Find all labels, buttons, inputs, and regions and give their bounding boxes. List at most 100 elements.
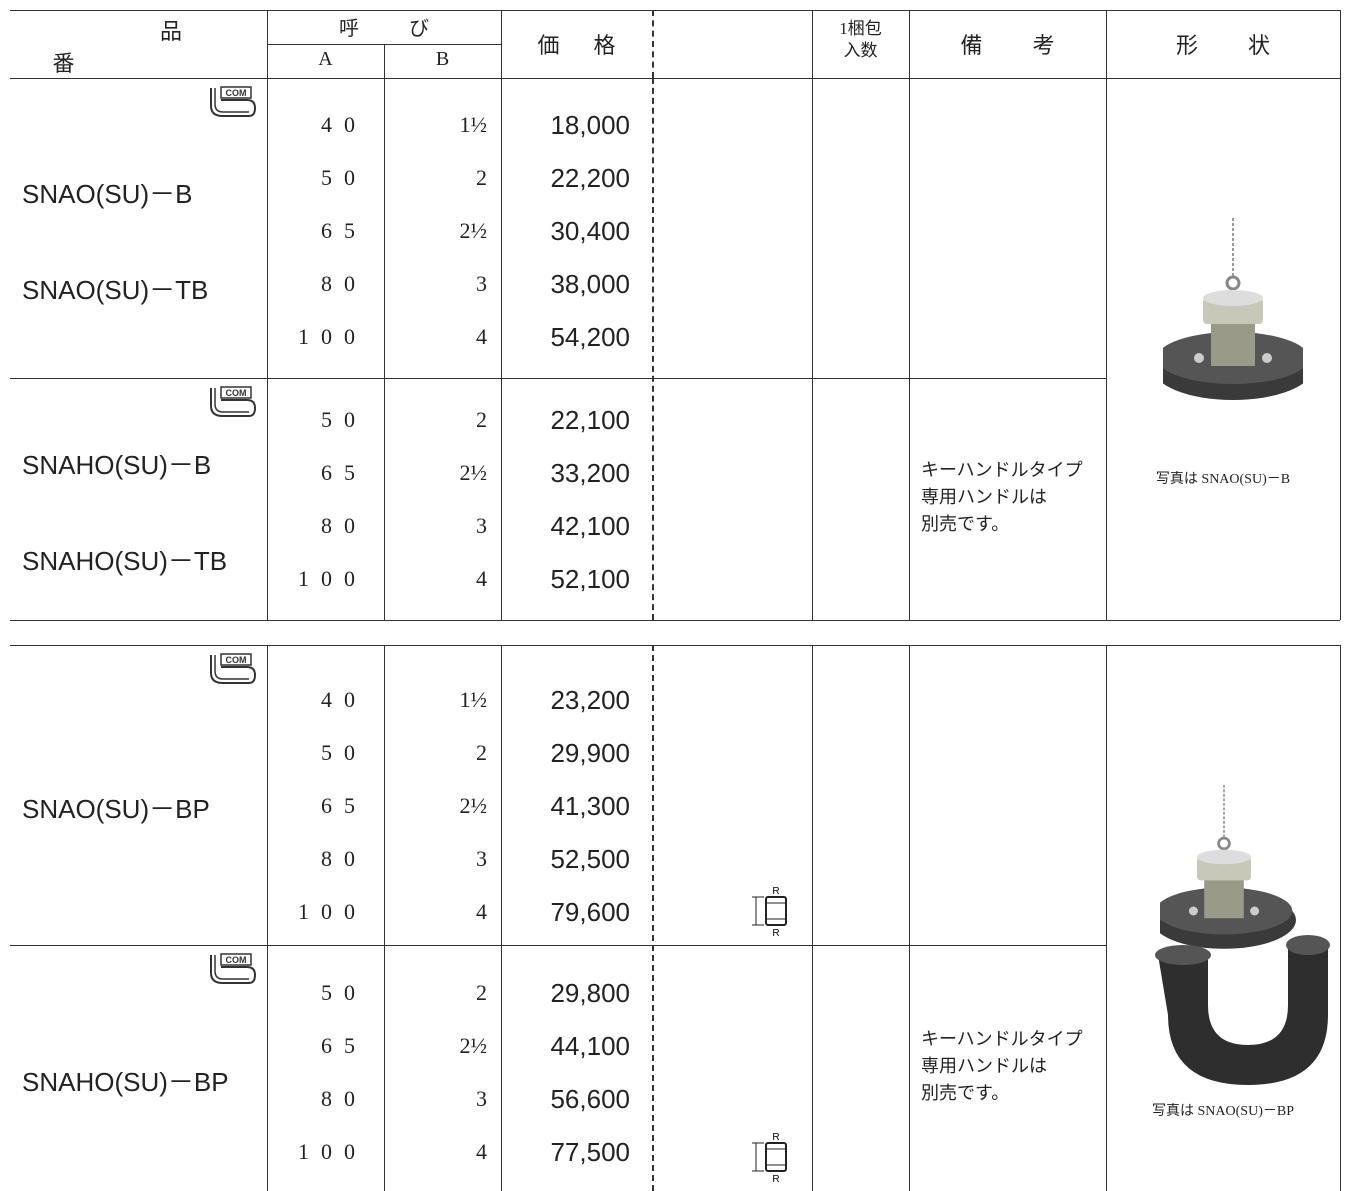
- size-b: 3: [476, 271, 487, 296]
- remarks: キーハンドルタイプ 専用ハンドルは 別売です。: [921, 1029, 1083, 1104]
- size-a: 80: [321, 846, 367, 871]
- remarks: キーハンドルタイプ 専用ハンドルは 別売です。: [921, 460, 1083, 535]
- com-logo: COM: [210, 953, 257, 984]
- com-logo: COM: [210, 86, 257, 117]
- header-shape: 形状: [1175, 33, 1320, 58]
- size-a: 65: [321, 1033, 367, 1058]
- size-b: 2: [476, 980, 487, 1005]
- price: 22,200: [550, 163, 630, 193]
- svg-text:R: R: [772, 1174, 779, 1185]
- rule: [812, 78, 813, 620]
- price: 41,300: [550, 791, 630, 821]
- price: 42,100: [550, 511, 630, 541]
- size-a: 100: [298, 324, 367, 349]
- size-a: 65: [321, 460, 367, 485]
- size-b: 3: [476, 1086, 487, 1111]
- size-a: 50: [321, 740, 367, 765]
- size-a: 100: [298, 899, 367, 924]
- svg-text:COM: COM: [226, 88, 247, 98]
- size-b: 1½: [459, 112, 488, 137]
- header-nominal: 呼び: [339, 18, 479, 40]
- size-a: 80: [321, 1086, 367, 1111]
- price: 52,500: [550, 844, 630, 874]
- header-a: A: [318, 48, 333, 70]
- model-name: SNAO(SU)－BP: [22, 794, 210, 824]
- price: 79,600: [550, 897, 630, 927]
- rule: [812, 645, 813, 1191]
- size-b: 2½: [459, 793, 488, 818]
- rule: [10, 378, 1106, 379]
- rule: [909, 645, 910, 1191]
- size-a: 65: [321, 218, 367, 243]
- product-photo: [1155, 935, 1330, 1085]
- size-a: 100: [298, 566, 367, 591]
- price: 33,200: [550, 458, 630, 488]
- size-b: 4: [476, 1139, 487, 1164]
- size-a: 40: [321, 112, 367, 137]
- size-a: 50: [321, 165, 367, 190]
- rule: [10, 78, 1340, 79]
- size-a: 80: [321, 271, 367, 296]
- size-a: 50: [321, 407, 367, 432]
- price: 29,900: [550, 738, 630, 768]
- size-a: 100: [298, 1139, 367, 1164]
- svg-text:COM: COM: [226, 955, 247, 965]
- price: 30,400: [550, 216, 630, 246]
- price: 44,100: [550, 1031, 630, 1061]
- svg-text:COM: COM: [226, 655, 247, 665]
- size-b: 4: [476, 324, 487, 349]
- header-part-no: 品番: [52, 19, 333, 76]
- size-b: 2: [476, 407, 487, 432]
- size-b: 2: [476, 740, 487, 765]
- price: 38,000: [550, 269, 630, 299]
- rule: [501, 78, 502, 620]
- size-b: 4: [476, 566, 487, 591]
- rule: [384, 44, 385, 78]
- joint-diagram: RR: [752, 1132, 787, 1185]
- rule: [10, 945, 1106, 946]
- joint-diagram: RR: [752, 886, 787, 939]
- size-b: 4: [476, 899, 487, 924]
- rule: [909, 10, 910, 78]
- rule: [1106, 10, 1107, 78]
- rule: [909, 78, 910, 620]
- model-name: SNAO(SU)－TB: [22, 275, 209, 305]
- product-photo: [1163, 218, 1303, 400]
- rule: [1340, 645, 1341, 1191]
- size-a: 65: [321, 793, 367, 818]
- rule: [10, 620, 1340, 621]
- header-pack-qty: 1梱包 入数: [839, 19, 882, 60]
- svg-text:R: R: [772, 886, 779, 897]
- price: 22,100: [550, 405, 630, 435]
- size-b: 2½: [459, 1033, 488, 1058]
- product-photo: [1160, 785, 1296, 949]
- rule: [501, 645, 502, 1191]
- size-b: 1½: [459, 687, 488, 712]
- size-b: 3: [476, 846, 487, 871]
- svg-text:R: R: [772, 1132, 779, 1143]
- rule: [1340, 10, 1341, 78]
- rule: [267, 645, 268, 1191]
- model-name: SNAHO(SU)－B: [22, 450, 212, 480]
- price: 52,100: [550, 564, 630, 594]
- rule: [1340, 78, 1341, 620]
- price: 56,600: [550, 1084, 630, 1114]
- rule: [384, 645, 385, 1191]
- price: 54,200: [550, 322, 630, 352]
- rule: [812, 10, 813, 78]
- price: 29,800: [550, 978, 630, 1008]
- rule: [384, 78, 385, 620]
- rule: [652, 645, 654, 1191]
- rule: [501, 10, 502, 78]
- size-b: 2: [476, 165, 487, 190]
- com-logo: COM: [210, 386, 257, 417]
- price: 23,200: [550, 685, 630, 715]
- com-logo: COM: [210, 653, 257, 684]
- model-name: SNAHO(SU)－BP: [22, 1067, 229, 1097]
- price: 77,500: [550, 1137, 630, 1167]
- svg-text:COM: COM: [226, 388, 247, 398]
- rule: [1106, 645, 1107, 1191]
- size-a: 80: [321, 513, 367, 538]
- header-b: B: [435, 48, 450, 70]
- rule: [267, 78, 268, 620]
